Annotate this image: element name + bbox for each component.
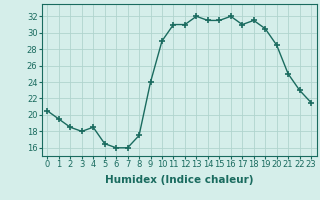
X-axis label: Humidex (Indice chaleur): Humidex (Indice chaleur): [105, 175, 253, 185]
